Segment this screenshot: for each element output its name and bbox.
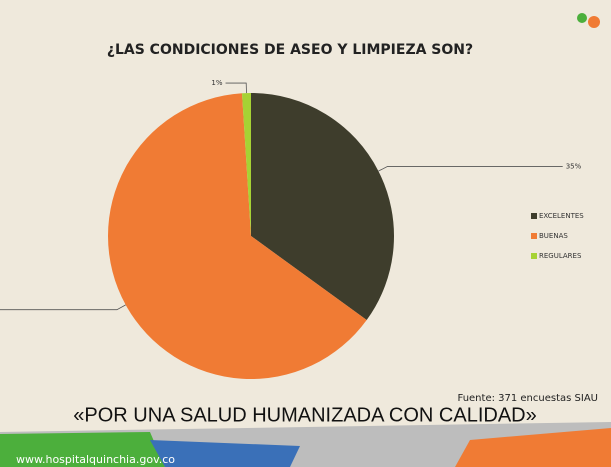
legend-label: BUENAS — [539, 232, 568, 240]
website: www.hospitalquinchia.gov.co — [16, 453, 175, 466]
footer-green — [0, 432, 165, 467]
slogan: «POR UNA SALUD HUMANIZADA CON CALIDAD» — [73, 404, 536, 426]
leader-line — [0, 304, 126, 311]
leader-line — [225, 82, 247, 94]
legend-swatch — [531, 253, 537, 259]
data-label: 1% — [211, 79, 222, 87]
pie-slice — [251, 93, 394, 321]
chart-title: ¿LAS CONDICIONES DE ASEO Y LIMPIEZA SON? — [107, 42, 473, 58]
pie-slice — [242, 93, 251, 236]
legend-label: EXCELENTES — [539, 212, 584, 220]
footer-orange — [455, 428, 611, 467]
legend-swatch — [531, 233, 537, 239]
source-note: Fuente: 371 encuestas SIAU — [457, 393, 598, 404]
leader-line — [378, 166, 563, 172]
legend-label: REGULARES — [539, 252, 582, 260]
pie-slice — [107, 93, 367, 380]
footer-blue — [150, 440, 300, 467]
logo — [577, 13, 600, 28]
data-label: 35% — [566, 163, 582, 171]
legend-swatch — [531, 213, 537, 219]
